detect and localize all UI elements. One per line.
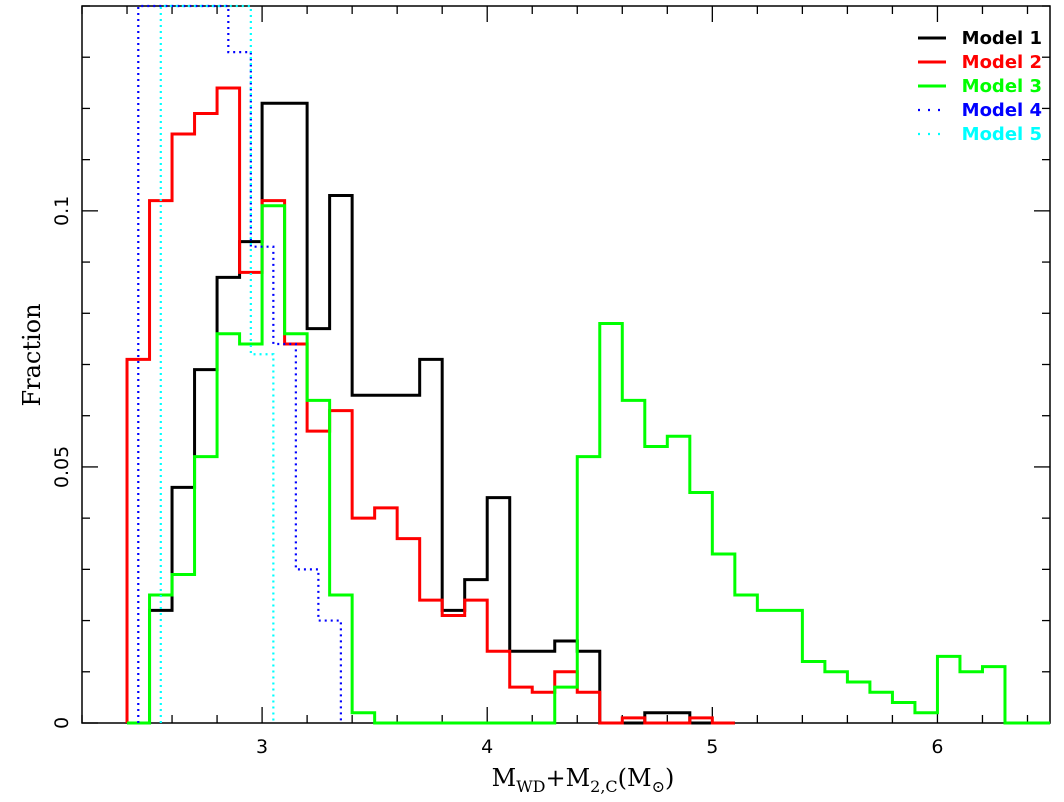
x-tick-labels: 3 4 5 6 [256,736,943,758]
legend-label: Model 3 [962,76,1042,97]
series-model-3 [127,204,1050,725]
series-model-2 [125,86,735,725]
x-tick-label: 3 [256,736,268,758]
y-axis-label: Fraction [18,303,46,406]
series-layer [125,4,1050,725]
legend-label: Model 1 [962,28,1042,49]
y-tick-label: 0 [51,717,73,729]
plot-frame [81,5,1051,724]
axis-ticks [81,5,1050,724]
y-tick-label: 0.1 [51,196,73,226]
x-axis-label: MWD+M2,C(M⊙) [492,764,675,796]
series-model-4 [137,4,342,723]
x-tick-label: 4 [481,736,493,758]
legend-label: Model 2 [962,52,1042,73]
legend-label: Model 4 [962,100,1042,121]
y-tick-labels: 0 0.05 0.1 [51,196,73,729]
legend-label: Model 5 [962,124,1042,145]
x-tick-label: 6 [931,736,943,758]
series-model-5 [159,4,275,723]
y-tick-label: 0.05 [51,446,73,488]
legend: Model 1 Model 2 Model 3 Model 4 Model 5 [918,28,1042,145]
x-tick-label: 5 [706,736,718,758]
